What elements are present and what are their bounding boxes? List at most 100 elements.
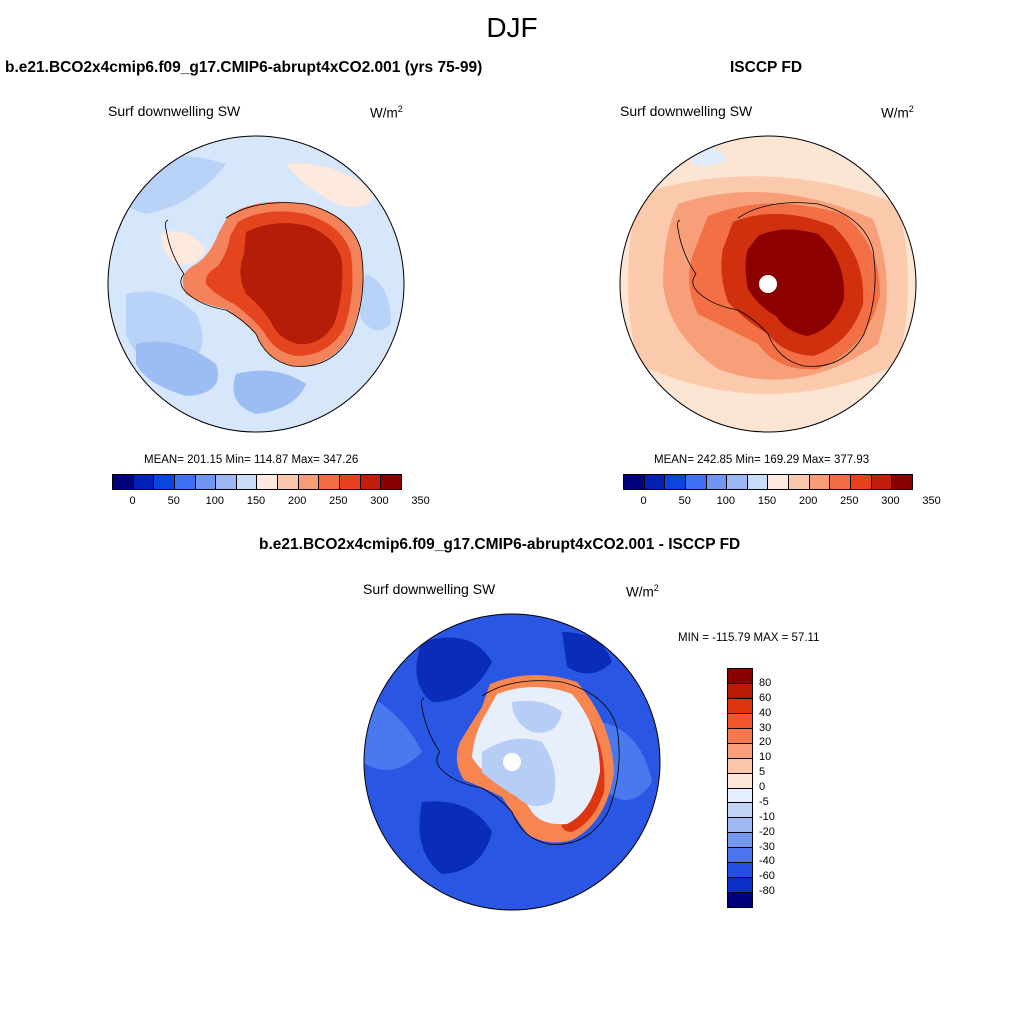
figure-title: DJF — [486, 12, 538, 43]
map-region-m1-land-core — [240, 223, 343, 345]
colorbar-swatch — [728, 833, 752, 849]
colorbar-swatch — [174, 475, 196, 489]
panel-obs-map — [619, 135, 917, 433]
colorbar-swatch — [728, 788, 752, 804]
panel-diff-title: b.e21.BCO2x4cmip6.f09_g17.CMIP6-abrupt4x… — [259, 536, 741, 553]
map-region-m3-land-light — [512, 700, 562, 733]
panel-model-variable: Surf downwelling SW — [108, 103, 241, 119]
colorbar-tick-label: 150 — [246, 495, 266, 507]
pole-mask-obs — [759, 275, 777, 293]
colorbar-swatch — [195, 475, 217, 489]
colorbar-swatch — [728, 669, 752, 684]
colorbar-swatch — [728, 863, 752, 879]
colorbar-tick-label: 40 — [759, 706, 772, 719]
map-region-m3-deep — [419, 801, 492, 874]
panel-obs-units: W/m2 — [881, 104, 914, 121]
colorbar-swatch — [665, 475, 686, 489]
panel-diff-colorbar — [727, 668, 753, 908]
colorbar-tick-label: 0 — [640, 495, 647, 507]
colorbar-swatch — [830, 475, 852, 489]
panel-model-colorbar — [112, 474, 402, 490]
colorbar-tick-label: 50 — [678, 495, 691, 507]
colorbar-tick-label: 200 — [798, 495, 818, 507]
colorbar-swatch — [360, 475, 382, 489]
map-region-m1-low — [136, 341, 218, 396]
colorbar-swatch — [728, 818, 752, 834]
colorbar-swatch — [871, 475, 893, 489]
colorbar-swatch — [728, 803, 752, 819]
map-region-m1-low — [233, 370, 306, 414]
colorbar-swatch — [892, 475, 912, 489]
colorbar-tick-label: 250 — [840, 495, 859, 507]
panel-obs-title: ISCCP FD — [730, 59, 803, 76]
map-region-m3-mid — [364, 692, 422, 770]
colorbar-tick-label: 100 — [205, 495, 225, 507]
colorbar-swatch — [133, 475, 155, 489]
colorbar-swatch — [319, 475, 341, 489]
colorbar-tick-label: 250 — [329, 495, 348, 507]
colorbar-swatch — [624, 475, 645, 489]
colorbar-tick-label: 350 — [411, 495, 430, 507]
map-region-m2-land-core — [745, 229, 845, 336]
map-region-m3-deep — [562, 632, 612, 674]
colorbar-swatch — [685, 475, 707, 489]
panel-diff-stats: MIN = -115.79 MAX = 57.11 — [678, 632, 820, 644]
panel-obs-variable: Surf downwelling SW — [620, 103, 753, 119]
colorbar-tick-label: 100 — [716, 495, 736, 507]
panel-model-stats: MEAN= 201.15 Min= 114.87 Max= 347.26 — [144, 454, 359, 466]
colorbar-swatch — [727, 475, 748, 489]
colorbar-swatch — [113, 475, 134, 489]
colorbar-tick-label: 5 — [759, 766, 766, 779]
panel-model-colorbar-ticks: 0 50 100 150 200 250 300 350 — [112, 495, 430, 509]
colorbar-tick-label: 300 — [370, 495, 389, 507]
colorbar-tick-label: 200 — [287, 495, 307, 507]
colorbar-tick-label: 30 — [759, 721, 772, 734]
panel-obs-colorbar-ticks: 0 50 100 150 200 250 300 350 — [623, 495, 941, 509]
colorbar-swatch — [728, 848, 752, 864]
colorbar-swatch — [747, 475, 769, 489]
colorbar-swatch — [340, 475, 361, 489]
map-region-m1-alt — [359, 274, 391, 331]
colorbar-swatch — [278, 475, 299, 489]
panel-diff-colorbar-ticks: 80 60 40 30 20 10 5 0 -5 -10 -20 -30 -40 -60 -80 — [759, 668, 799, 906]
pole-mask-diff — [503, 753, 521, 771]
panel-model-map — [107, 135, 405, 433]
colorbar-swatch — [728, 713, 752, 729]
colorbar-swatch — [257, 475, 279, 489]
panel-diff-map — [363, 613, 661, 911]
colorbar-swatch — [809, 475, 831, 489]
colorbar-swatch — [728, 743, 752, 759]
colorbar-tick-label: 80 — [759, 676, 772, 689]
map-region-m1-warm — [286, 163, 376, 208]
panel-obs-colorbar — [623, 474, 913, 490]
colorbar-tick-label: -80 — [759, 885, 775, 898]
colorbar-swatch — [381, 475, 401, 489]
colorbar-tick-label: -40 — [759, 855, 775, 868]
map-region-m3-deep — [416, 637, 492, 702]
colorbar-tick-label: 0 — [759, 781, 766, 793]
colorbar-swatch — [216, 475, 237, 489]
colorbar-swatch — [706, 475, 728, 489]
colorbar-tick-label: 150 — [757, 495, 777, 507]
panel-diff-units: W/m2 — [626, 583, 659, 600]
colorbar-swatch — [768, 475, 790, 489]
colorbar-swatch — [728, 893, 752, 907]
colorbar-tick-label: 300 — [881, 495, 900, 507]
colorbar-swatch — [298, 475, 320, 489]
colorbar-tick-label: 10 — [759, 751, 772, 764]
panel-diff-variable: Surf downwelling SW — [363, 581, 496, 597]
colorbar-tick-label: -30 — [759, 840, 775, 853]
map-region-m3-land-light — [482, 738, 556, 806]
colorbar-swatch — [728, 683, 752, 699]
colorbar-tick-label: -20 — [759, 825, 775, 838]
colorbar-swatch — [728, 773, 752, 789]
colorbar-swatch — [236, 475, 258, 489]
colorbar-tick-label: -5 — [759, 795, 769, 808]
colorbar-swatch — [728, 758, 752, 774]
colorbar-tick-label: -10 — [759, 810, 775, 823]
map-region-m3-mid — [602, 722, 652, 800]
colorbar-swatch — [728, 878, 752, 894]
colorbar-swatch — [851, 475, 872, 489]
colorbar-swatch — [644, 475, 666, 489]
colorbar-swatch — [728, 728, 752, 744]
